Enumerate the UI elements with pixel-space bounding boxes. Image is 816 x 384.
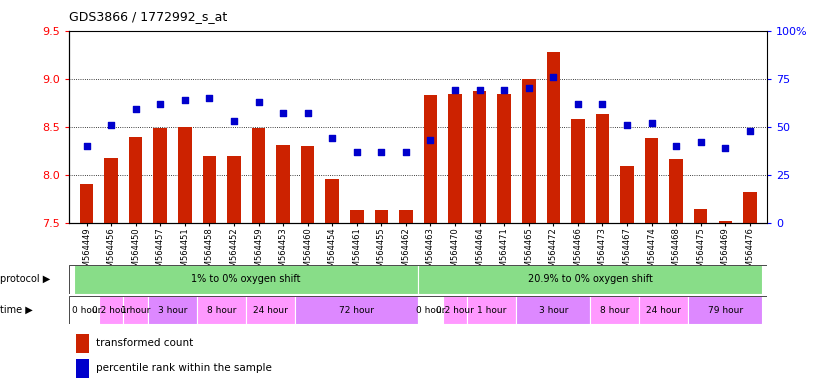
Bar [202,156,216,223]
Bar [571,119,584,223]
Point [228,118,241,124]
Text: 1 hour: 1 hour [477,306,507,314]
Bar [590,296,639,324]
Text: 3 hour: 3 hour [157,306,187,314]
Bar [547,52,560,223]
Bar [123,296,148,324]
Bar [148,296,197,324]
Bar [743,192,756,223]
Bar [620,166,634,223]
Point [178,97,191,103]
Text: 1 hour: 1 hour [121,306,150,314]
Point [104,122,118,128]
Point [473,87,486,93]
Text: 0.2 hour: 0.2 hour [436,306,474,314]
Text: 8 hour: 8 hour [600,306,629,314]
Bar [104,159,118,223]
Bar [418,296,443,324]
Bar [719,221,732,223]
Point [326,135,339,141]
Bar [227,156,241,223]
Point [80,143,93,149]
Point [620,122,633,128]
Bar [326,179,339,223]
Bar [252,127,265,223]
Text: 0 hour: 0 hour [72,306,101,314]
Bar [246,296,295,324]
Bar [80,184,93,223]
Text: 3 hour: 3 hour [539,306,568,314]
Text: 0 hour: 0 hour [416,306,446,314]
Point [424,137,437,143]
Point [522,85,535,91]
Text: GDS3866 / 1772992_s_at: GDS3866 / 1772992_s_at [69,10,228,23]
Bar [689,296,762,324]
Bar [669,159,683,223]
Bar [517,296,590,324]
Bar [301,146,314,223]
Bar [129,137,143,223]
Point [449,87,462,93]
Bar [77,334,89,353]
Point [301,110,314,116]
Bar [498,94,511,223]
Bar [645,138,659,223]
Text: 79 hour: 79 hour [707,306,743,314]
Text: 24 hour: 24 hour [646,306,681,314]
Point [670,143,683,149]
Bar [522,79,535,223]
Text: 24 hour: 24 hour [253,306,288,314]
Point [399,149,412,155]
Point [153,101,166,107]
Bar [424,95,437,223]
Bar [74,296,99,324]
Bar [178,127,192,223]
Bar [694,209,707,223]
Point [694,139,707,145]
Bar [443,296,468,324]
Text: protocol ▶: protocol ▶ [0,274,51,285]
Text: 1% to 0% oxygen shift: 1% to 0% oxygen shift [192,274,301,285]
Point [350,149,363,155]
Point [129,106,142,113]
Bar [472,91,486,223]
Point [645,120,659,126]
Bar [77,359,89,378]
Bar [468,296,517,324]
Point [596,101,609,107]
Bar [639,296,689,324]
Point [571,101,584,107]
Bar [153,127,167,223]
Bar [418,265,762,294]
Text: transformed count: transformed count [95,338,193,348]
Point [375,149,388,155]
Bar [99,296,123,324]
Text: percentile rank within the sample: percentile rank within the sample [95,363,272,373]
Point [252,99,265,105]
Bar [399,210,413,223]
Bar [197,296,246,324]
Text: 8 hour: 8 hour [207,306,237,314]
Bar [448,94,462,223]
Point [203,95,216,101]
Point [547,74,560,80]
Bar [350,210,364,223]
Bar [295,296,419,324]
Point [498,87,511,93]
Text: 72 hour: 72 hour [339,306,375,314]
Bar [596,114,610,223]
Point [719,145,732,151]
Bar [375,210,388,223]
Point [743,127,756,134]
Bar [74,265,419,294]
Text: 20.9% to 0% oxygen shift: 20.9% to 0% oxygen shift [528,274,653,285]
Bar [277,145,290,223]
Text: time ▶: time ▶ [0,305,33,315]
Text: 0.2 hour: 0.2 hour [92,306,130,314]
Point [277,110,290,116]
